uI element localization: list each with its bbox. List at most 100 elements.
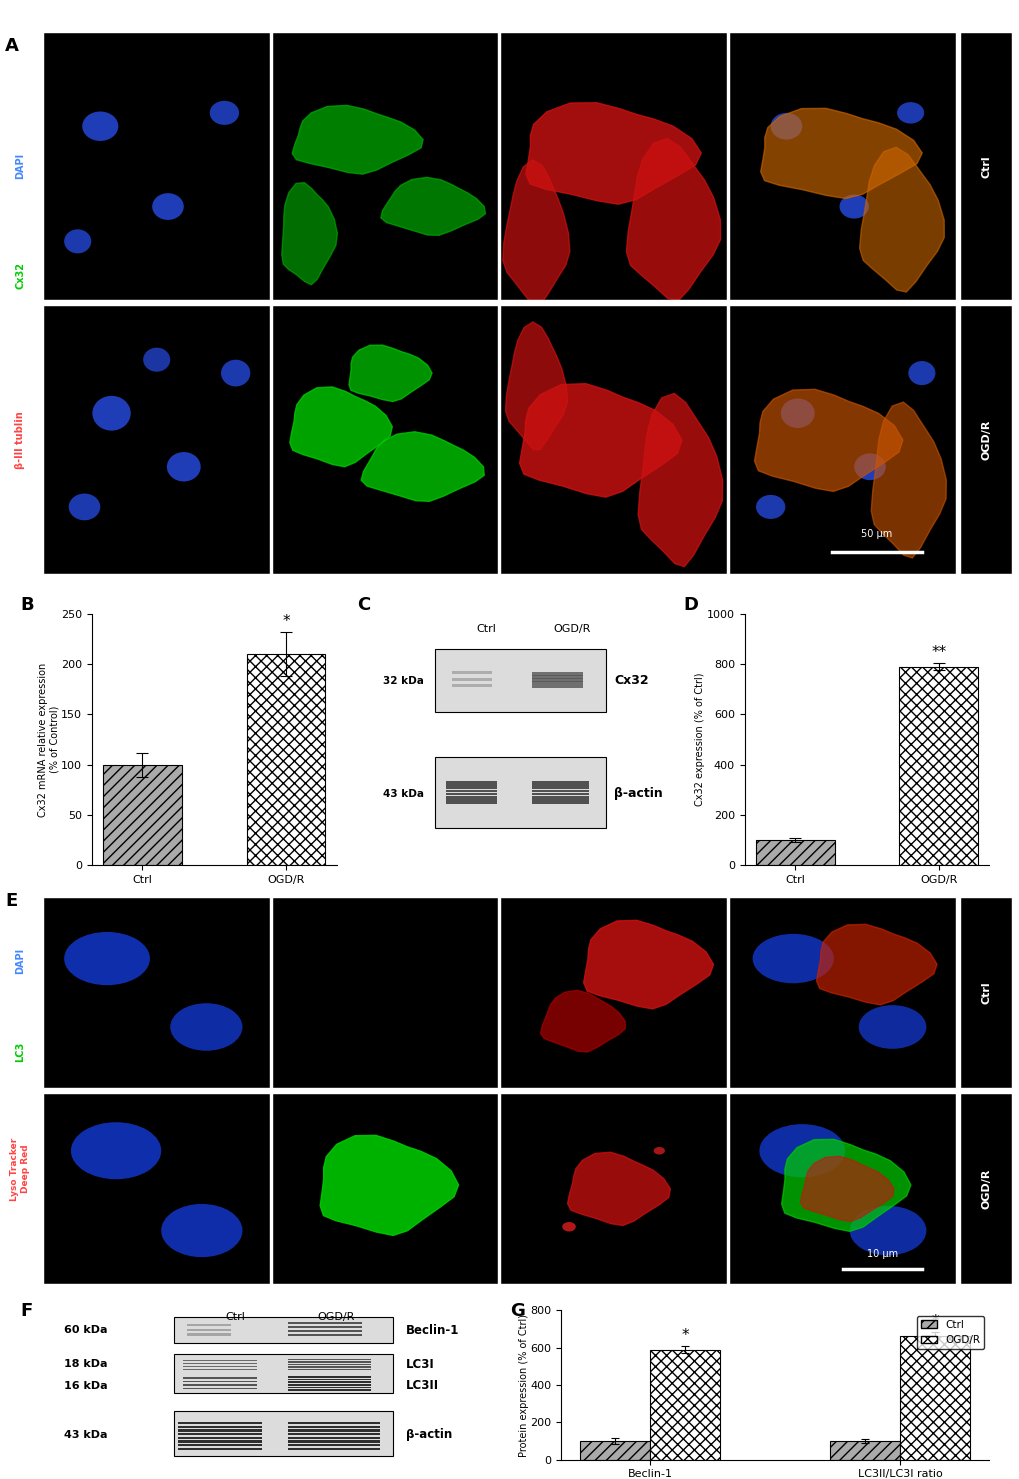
FancyBboxPatch shape	[445, 796, 497, 799]
Polygon shape	[519, 383, 682, 497]
Ellipse shape	[161, 1204, 243, 1257]
FancyBboxPatch shape	[287, 1421, 379, 1424]
Ellipse shape	[853, 454, 884, 481]
Polygon shape	[348, 345, 432, 401]
Polygon shape	[505, 322, 567, 450]
Text: *: *	[681, 1328, 689, 1343]
Ellipse shape	[653, 1146, 664, 1155]
Ellipse shape	[152, 194, 183, 220]
FancyBboxPatch shape	[531, 685, 583, 688]
FancyBboxPatch shape	[178, 1448, 261, 1449]
Polygon shape	[638, 393, 721, 566]
Ellipse shape	[755, 495, 785, 519]
Bar	[899, 667, 977, 865]
Text: *: *	[930, 1313, 937, 1328]
FancyBboxPatch shape	[445, 781, 497, 784]
Ellipse shape	[71, 1123, 161, 1179]
Ellipse shape	[858, 1006, 925, 1049]
Y-axis label: Protein expression (% of Ctrl): Protein expression (% of Ctrl)	[519, 1313, 528, 1457]
Ellipse shape	[68, 494, 100, 521]
Text: **: **	[930, 645, 946, 660]
Ellipse shape	[896, 102, 923, 124]
FancyBboxPatch shape	[445, 790, 497, 793]
FancyBboxPatch shape	[186, 1324, 230, 1327]
FancyBboxPatch shape	[173, 1355, 392, 1393]
FancyBboxPatch shape	[182, 1377, 257, 1378]
FancyBboxPatch shape	[178, 1426, 261, 1429]
FancyBboxPatch shape	[287, 1426, 379, 1429]
Text: β-III tublin: β-III tublin	[15, 411, 25, 469]
Polygon shape	[289, 387, 392, 467]
Text: 50 μm: 50 μm	[860, 529, 892, 538]
Ellipse shape	[561, 1222, 576, 1232]
Polygon shape	[626, 139, 719, 300]
Polygon shape	[540, 991, 625, 1052]
FancyBboxPatch shape	[531, 790, 588, 793]
Text: OGD/R: OGD/R	[980, 1168, 990, 1208]
FancyBboxPatch shape	[451, 677, 491, 680]
Text: 18 kDa: 18 kDa	[64, 1359, 108, 1370]
Polygon shape	[526, 102, 700, 204]
FancyBboxPatch shape	[531, 671, 583, 676]
Polygon shape	[320, 1136, 459, 1235]
FancyBboxPatch shape	[182, 1365, 257, 1367]
Text: OGD/R: OGD/R	[317, 1312, 355, 1322]
Text: F: F	[20, 1302, 33, 1319]
Text: Ctrl: Ctrl	[225, 1312, 245, 1322]
Text: Cx32: Cx32	[613, 674, 648, 688]
FancyBboxPatch shape	[178, 1441, 261, 1442]
FancyBboxPatch shape	[287, 1389, 371, 1390]
FancyBboxPatch shape	[173, 1411, 392, 1455]
Polygon shape	[760, 108, 921, 198]
FancyBboxPatch shape	[186, 1328, 230, 1331]
Polygon shape	[292, 105, 423, 175]
FancyBboxPatch shape	[178, 1444, 261, 1446]
FancyBboxPatch shape	[287, 1381, 371, 1383]
Polygon shape	[583, 920, 713, 1009]
FancyBboxPatch shape	[434, 757, 605, 828]
FancyBboxPatch shape	[531, 784, 588, 787]
FancyBboxPatch shape	[531, 799, 588, 802]
FancyBboxPatch shape	[186, 1334, 230, 1336]
FancyBboxPatch shape	[287, 1378, 371, 1380]
Text: Ctrl: Ctrl	[476, 624, 495, 634]
Polygon shape	[870, 402, 946, 558]
Text: B: B	[20, 596, 34, 614]
Bar	[247, 654, 325, 865]
FancyBboxPatch shape	[287, 1436, 379, 1439]
Text: OGD/R: OGD/R	[980, 420, 990, 460]
Ellipse shape	[64, 932, 150, 985]
Ellipse shape	[839, 195, 868, 219]
Ellipse shape	[170, 1003, 243, 1050]
FancyBboxPatch shape	[178, 1433, 261, 1435]
FancyBboxPatch shape	[451, 671, 491, 674]
FancyBboxPatch shape	[182, 1384, 257, 1386]
Polygon shape	[815, 924, 936, 1004]
Text: β-actin: β-actin	[613, 787, 662, 800]
FancyBboxPatch shape	[182, 1362, 257, 1364]
Text: 60 kDa: 60 kDa	[64, 1325, 108, 1336]
Text: D: D	[683, 596, 698, 614]
Ellipse shape	[770, 112, 802, 139]
Text: 10 μm: 10 μm	[866, 1250, 897, 1259]
Polygon shape	[380, 177, 485, 235]
Ellipse shape	[781, 398, 814, 427]
FancyBboxPatch shape	[287, 1384, 371, 1386]
FancyBboxPatch shape	[287, 1377, 371, 1378]
FancyBboxPatch shape	[287, 1441, 379, 1442]
Polygon shape	[281, 182, 337, 285]
FancyBboxPatch shape	[182, 1380, 257, 1383]
Legend: Ctrl, OGD/R: Ctrl, OGD/R	[916, 1316, 983, 1349]
Text: DAPI: DAPI	[15, 948, 25, 975]
Text: A: A	[5, 37, 19, 55]
Text: 16 kDa: 16 kDa	[64, 1380, 108, 1390]
Polygon shape	[361, 432, 484, 501]
Bar	[829, 1441, 899, 1460]
Text: β-actin: β-actin	[406, 1429, 452, 1442]
FancyBboxPatch shape	[531, 802, 588, 803]
FancyBboxPatch shape	[178, 1436, 261, 1439]
Ellipse shape	[752, 933, 834, 984]
FancyBboxPatch shape	[178, 1429, 261, 1432]
FancyBboxPatch shape	[287, 1444, 379, 1446]
Bar	[755, 840, 834, 865]
